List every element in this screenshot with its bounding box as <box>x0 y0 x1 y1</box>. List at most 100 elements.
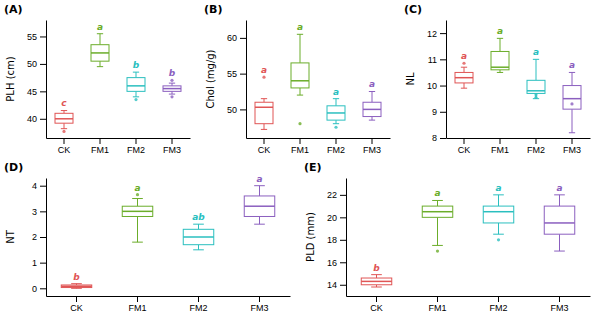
annotation: b <box>133 60 140 70</box>
tick-label: 50 <box>227 105 237 115</box>
whisker-cap <box>297 34 303 35</box>
tick-label: 60 <box>227 33 237 43</box>
whisker-cap <box>132 198 143 199</box>
tick: 18 <box>327 235 346 245</box>
whisker-cap <box>371 274 382 275</box>
median <box>127 85 145 87</box>
tick-label: 0 <box>32 284 37 294</box>
annotation: b <box>169 68 176 78</box>
tick: FM1 <box>129 296 147 313</box>
tick-label: 40 <box>27 114 37 124</box>
median <box>361 281 392 283</box>
tick: CK <box>58 138 71 155</box>
x-axis: CKFM1FM2FM3 <box>447 138 591 155</box>
box <box>563 72 581 132</box>
tick: 22 <box>327 190 346 200</box>
tick: FM2 <box>127 138 145 155</box>
tick-mark <box>340 217 346 218</box>
tick-mark <box>240 109 246 110</box>
tick-label: FM1 <box>491 145 509 155</box>
tick: FM1 <box>429 296 447 313</box>
whisker <box>559 195 560 206</box>
tick-mark <box>300 138 301 144</box>
whisker <box>137 216 138 242</box>
tick-label: FM1 <box>129 303 147 313</box>
box-body <box>255 102 273 123</box>
tick: 50 <box>227 105 246 115</box>
median <box>455 77 473 79</box>
annotation: a <box>556 183 562 193</box>
axis-line <box>46 179 47 297</box>
whisker-cap <box>297 95 303 96</box>
annotation: a <box>333 87 339 97</box>
whisker-cap <box>254 224 265 225</box>
box-body <box>527 80 545 93</box>
whisker <box>500 38 501 51</box>
box-body <box>422 206 453 217</box>
tick-mark <box>264 138 265 144</box>
tick: CK <box>70 296 83 313</box>
box-body <box>563 86 581 110</box>
tick: CK <box>458 138 471 155</box>
whisker-cap <box>369 120 375 121</box>
annotation: a <box>497 26 503 36</box>
box <box>163 79 181 99</box>
box <box>183 224 214 250</box>
whisker-cap <box>493 234 504 235</box>
tick-label: FM2 <box>327 145 345 155</box>
tick: 50 <box>27 59 46 69</box>
whisker-cap <box>261 129 267 130</box>
box <box>255 76 273 130</box>
tick-mark <box>40 237 46 238</box>
median <box>327 112 345 114</box>
tick: 2 <box>32 232 46 242</box>
tick-label: 45 <box>27 87 37 97</box>
tick: 55 <box>27 32 46 42</box>
whisker-cap <box>371 287 382 288</box>
plot-area <box>455 38 581 132</box>
whisker <box>259 216 260 224</box>
panel-label: (C) <box>404 3 422 16</box>
annotation: a <box>495 183 501 193</box>
whisker-cap <box>261 98 267 99</box>
tick-mark <box>440 33 446 34</box>
whisker-cap <box>554 194 565 195</box>
annotation: a <box>461 51 467 61</box>
panel: 89101112CKFM1FM2FM3NL(C)aaaa <box>404 3 591 155</box>
tick-label: FM3 <box>363 145 381 155</box>
tick: 1 <box>32 258 46 268</box>
whisker-cap <box>461 88 467 89</box>
flier <box>334 126 337 129</box>
flier <box>462 62 465 65</box>
tick-mark <box>40 36 46 37</box>
tick: FM2 <box>527 138 545 155</box>
annotation: a <box>261 65 267 75</box>
whisker-cap <box>369 91 375 92</box>
axis-line <box>446 21 447 139</box>
median <box>527 90 545 92</box>
box <box>55 111 73 133</box>
median <box>244 205 275 207</box>
whisker-cap <box>497 38 503 39</box>
tick-label: 14 <box>327 280 337 290</box>
flier <box>534 93 537 96</box>
tick-label: CK <box>58 145 71 155</box>
tick-mark <box>240 38 246 39</box>
box-body <box>244 196 275 217</box>
tick-mark <box>498 296 499 302</box>
tick-label: FM3 <box>551 303 569 313</box>
whisker <box>259 186 260 196</box>
flier <box>262 76 265 79</box>
y-axis-title: PLH (cm) <box>5 56 16 101</box>
tick-mark <box>76 296 77 302</box>
x-axis: CKFM1FM2FM3 <box>47 138 191 155</box>
median <box>422 211 453 213</box>
flier <box>134 98 137 101</box>
box-body <box>183 229 214 244</box>
tick-mark <box>172 138 173 144</box>
annotation: c <box>61 98 67 108</box>
tick: 4 <box>32 181 46 191</box>
whisker <box>136 91 137 96</box>
box <box>483 195 514 242</box>
tick: 20 <box>327 213 346 223</box>
